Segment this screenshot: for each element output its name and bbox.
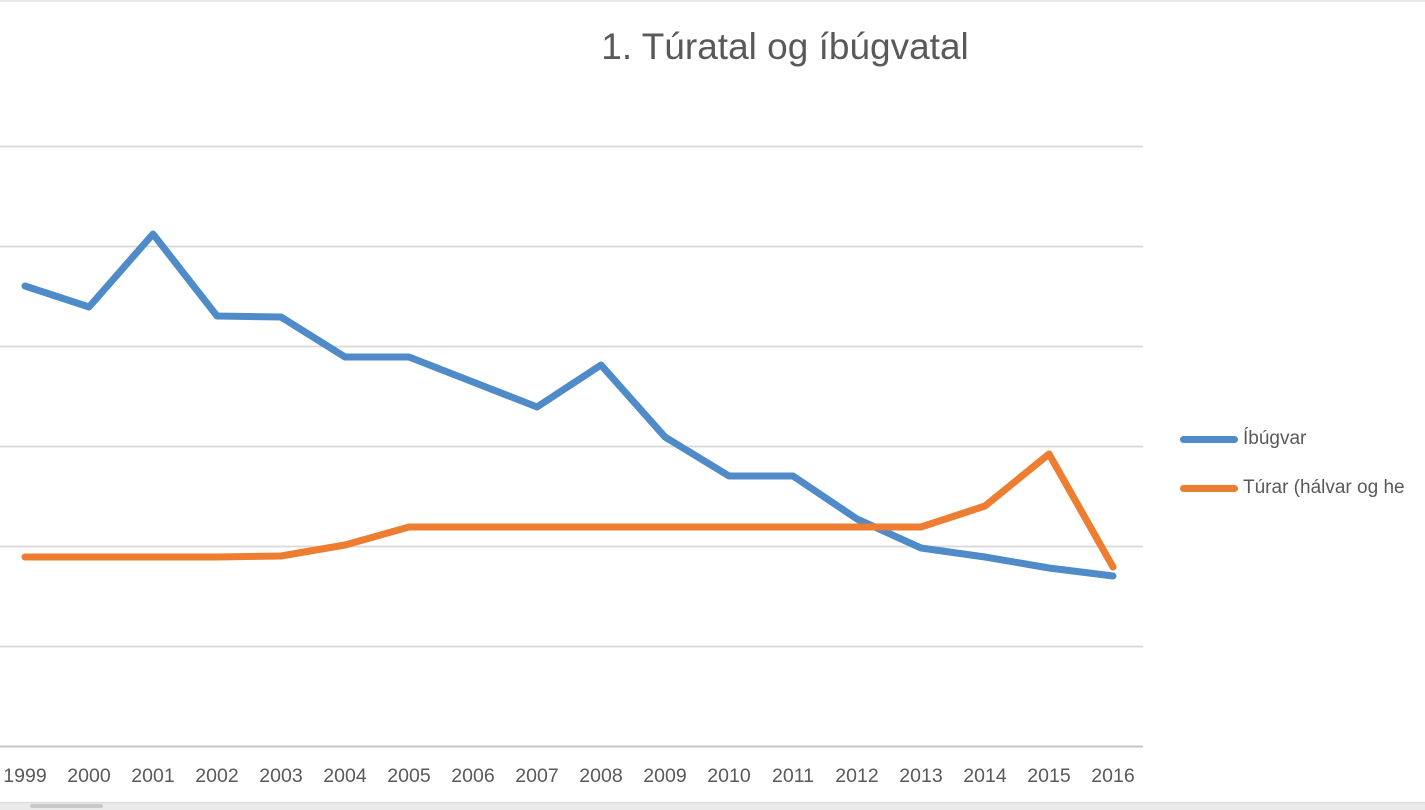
legend-item: Íbúgvar <box>1180 428 1405 450</box>
chart-title: 1. Túratal og íbúgvatal <box>601 26 969 67</box>
x-tick-label: 2014 <box>963 765 1007 787</box>
x-tick-label: 2003 <box>259 765 302 787</box>
top-border-line <box>0 0 1425 2</box>
x-tick-label: 2006 <box>451 765 494 787</box>
x-tick-label: 2000 <box>67 765 111 787</box>
x-tick-label: 2005 <box>387 765 431 787</box>
legend-line-swatch <box>1180 484 1238 492</box>
legend-label: Túrar (hálvar og he <box>1243 477 1405 498</box>
x-tick-label: 2012 <box>835 765 878 787</box>
x-tick-label: 2011 <box>772 765 814 787</box>
x-tick-label: 2001 <box>131 765 174 787</box>
series-line-t-rar-h-lvar-og-he <box>21 450 1117 571</box>
legend: Íbúgvar Túrar (hálvar og he <box>1180 428 1405 499</box>
x-tick-label: 2013 <box>899 765 942 787</box>
legend-item: Túrar (hálvar og he <box>1180 477 1405 499</box>
x-tick-label: 1999 <box>3 765 46 787</box>
x-tick-label: 2010 <box>707 765 751 787</box>
legend-label: Íbúgvar <box>1243 428 1307 449</box>
x-tick-label: 2016 <box>1091 765 1134 787</box>
x-tick-label: 2009 <box>643 765 686 787</box>
series-line--b-gvar <box>21 230 1117 580</box>
x-tick-label: 2007 <box>515 765 558 787</box>
legend-line-swatch <box>1180 435 1238 443</box>
x-tick-label: 2002 <box>195 765 238 787</box>
x-tick-label: 2008 <box>579 765 622 787</box>
x-tick-label: 2015 <box>1027 765 1071 787</box>
x-tick-label: 2004 <box>323 765 367 787</box>
bottom-left-artifact <box>30 804 103 808</box>
bottom-strip <box>0 802 1425 810</box>
